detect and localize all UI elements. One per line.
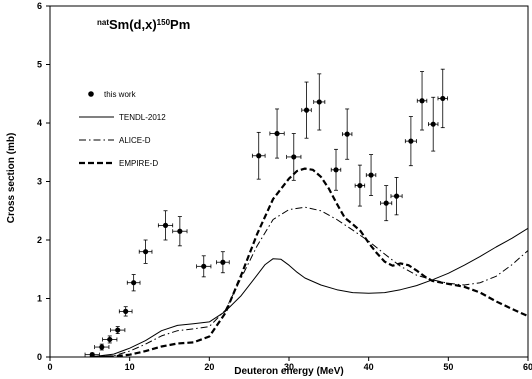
data-point-marker — [201, 263, 207, 269]
data-point-this-work — [390, 177, 403, 216]
data-point-marker — [220, 259, 226, 265]
data-point-marker — [344, 131, 350, 137]
series-line-alice-d — [89, 206, 528, 357]
data-point-this-work — [102, 335, 118, 344]
x-tick-label: 40 — [364, 362, 374, 372]
x-tick-label: 10 — [125, 362, 135, 372]
data-point-this-work — [404, 116, 417, 167]
x-axis-label: Deuteron energy (MeV) — [234, 366, 343, 377]
data-point-this-work — [94, 343, 110, 351]
chart-title-suffix: Pm — [170, 17, 190, 32]
data-point-this-work — [416, 71, 428, 131]
y-tick-label: 0 — [37, 352, 42, 362]
legend-label-this-work: this work — [104, 90, 137, 99]
data-point-marker — [316, 99, 322, 105]
legend-marker-this-work — [88, 91, 94, 97]
data-point-marker — [115, 327, 121, 333]
data-point-marker — [440, 95, 446, 102]
data-point-this-work — [330, 148, 342, 191]
data-point-this-work — [380, 185, 393, 222]
data-point-this-work — [110, 326, 126, 335]
plot-area-border — [49, 5, 529, 358]
data-point-this-work — [365, 154, 377, 196]
x-tick-label: 30 — [284, 362, 294, 372]
data-point-this-work — [286, 133, 302, 181]
x-tick-label: 60 — [523, 362, 532, 372]
data-point-this-work — [251, 131, 266, 180]
y-tick-label: 5 — [37, 60, 42, 70]
x-tick-label: 50 — [443, 362, 453, 372]
data-point-this-work — [138, 239, 153, 264]
data-point-this-work — [313, 73, 326, 131]
legend-item-tendl: TENDL-2012 — [79, 113, 166, 122]
data-point-this-work — [196, 255, 212, 278]
data-point-marker — [303, 107, 310, 113]
data-point-marker — [291, 154, 297, 160]
data-point-marker — [256, 153, 262, 159]
chart-title-main: Sm(d,x) — [109, 17, 157, 32]
plot-frame — [49, 5, 529, 358]
data-point-this-work — [118, 306, 133, 317]
y-tick-label: 1 — [37, 294, 42, 304]
legend-label-empire: EMPIRE-D — [119, 159, 158, 168]
data-point-marker — [123, 308, 129, 314]
y-tick-label: 4 — [37, 118, 42, 128]
data-point-marker — [333, 167, 339, 173]
legend-item-this-work: this work — [88, 90, 137, 99]
legend: this work TENDL-2012 ALICE-D EMPIRE-D — [79, 90, 166, 168]
data-point-marker — [383, 200, 389, 206]
data-point-marker — [357, 182, 363, 189]
data-point-this-work — [437, 68, 448, 129]
data-point-marker — [368, 172, 374, 178]
data-point-marker — [274, 130, 280, 137]
data-point-marker — [408, 138, 414, 144]
ticks-layer: 0 10 20 30 40 50 60 0 1 2 3 4 5 6 — [37, 1, 532, 372]
x-tick-label: 0 — [47, 362, 52, 372]
y-tick-label: 2 — [37, 235, 42, 245]
data-point-marker — [162, 222, 169, 228]
y-tick-label: 6 — [37, 1, 42, 11]
chart-title-sup-suffix: 150 — [157, 18, 171, 27]
data-point-marker — [419, 98, 425, 104]
data-point-this-work — [126, 274, 141, 292]
data-point-marker — [99, 344, 105, 350]
x-tick-label: 20 — [204, 362, 214, 372]
data-point-marker — [393, 193, 400, 199]
data-point-this-work — [428, 96, 439, 152]
y-tick-label: 3 — [37, 177, 42, 187]
data-point-this-work — [269, 108, 285, 159]
data-point-this-work — [216, 251, 230, 274]
legend-label-alice: ALICE-D — [119, 136, 151, 145]
series-line-tendl-2012 — [89, 227, 528, 357]
legend-label-tendl: TENDL-2012 — [119, 113, 166, 122]
series-layer — [84, 68, 528, 358]
data-point-marker — [430, 121, 436, 127]
legend-item-alice: ALICE-D — [79, 136, 151, 145]
chart-title-sup-prefix: nat — [97, 18, 109, 27]
data-point-this-work — [354, 164, 366, 207]
data-point-this-work — [341, 108, 353, 160]
data-point-this-work — [157, 210, 174, 241]
data-point-marker — [107, 336, 113, 343]
data-point-marker — [177, 228, 183, 234]
data-point-this-work — [172, 216, 188, 247]
data-point-marker — [143, 249, 149, 255]
legend-item-empire: EMPIRE-D — [79, 159, 158, 168]
series-line-empire-d — [89, 167, 528, 357]
y-axis-label: Cross section (mb) — [6, 133, 17, 224]
data-point-marker — [131, 280, 137, 286]
data-point-this-work — [301, 81, 312, 139]
chart-title: natSm(d,x)150Pm — [97, 17, 190, 32]
